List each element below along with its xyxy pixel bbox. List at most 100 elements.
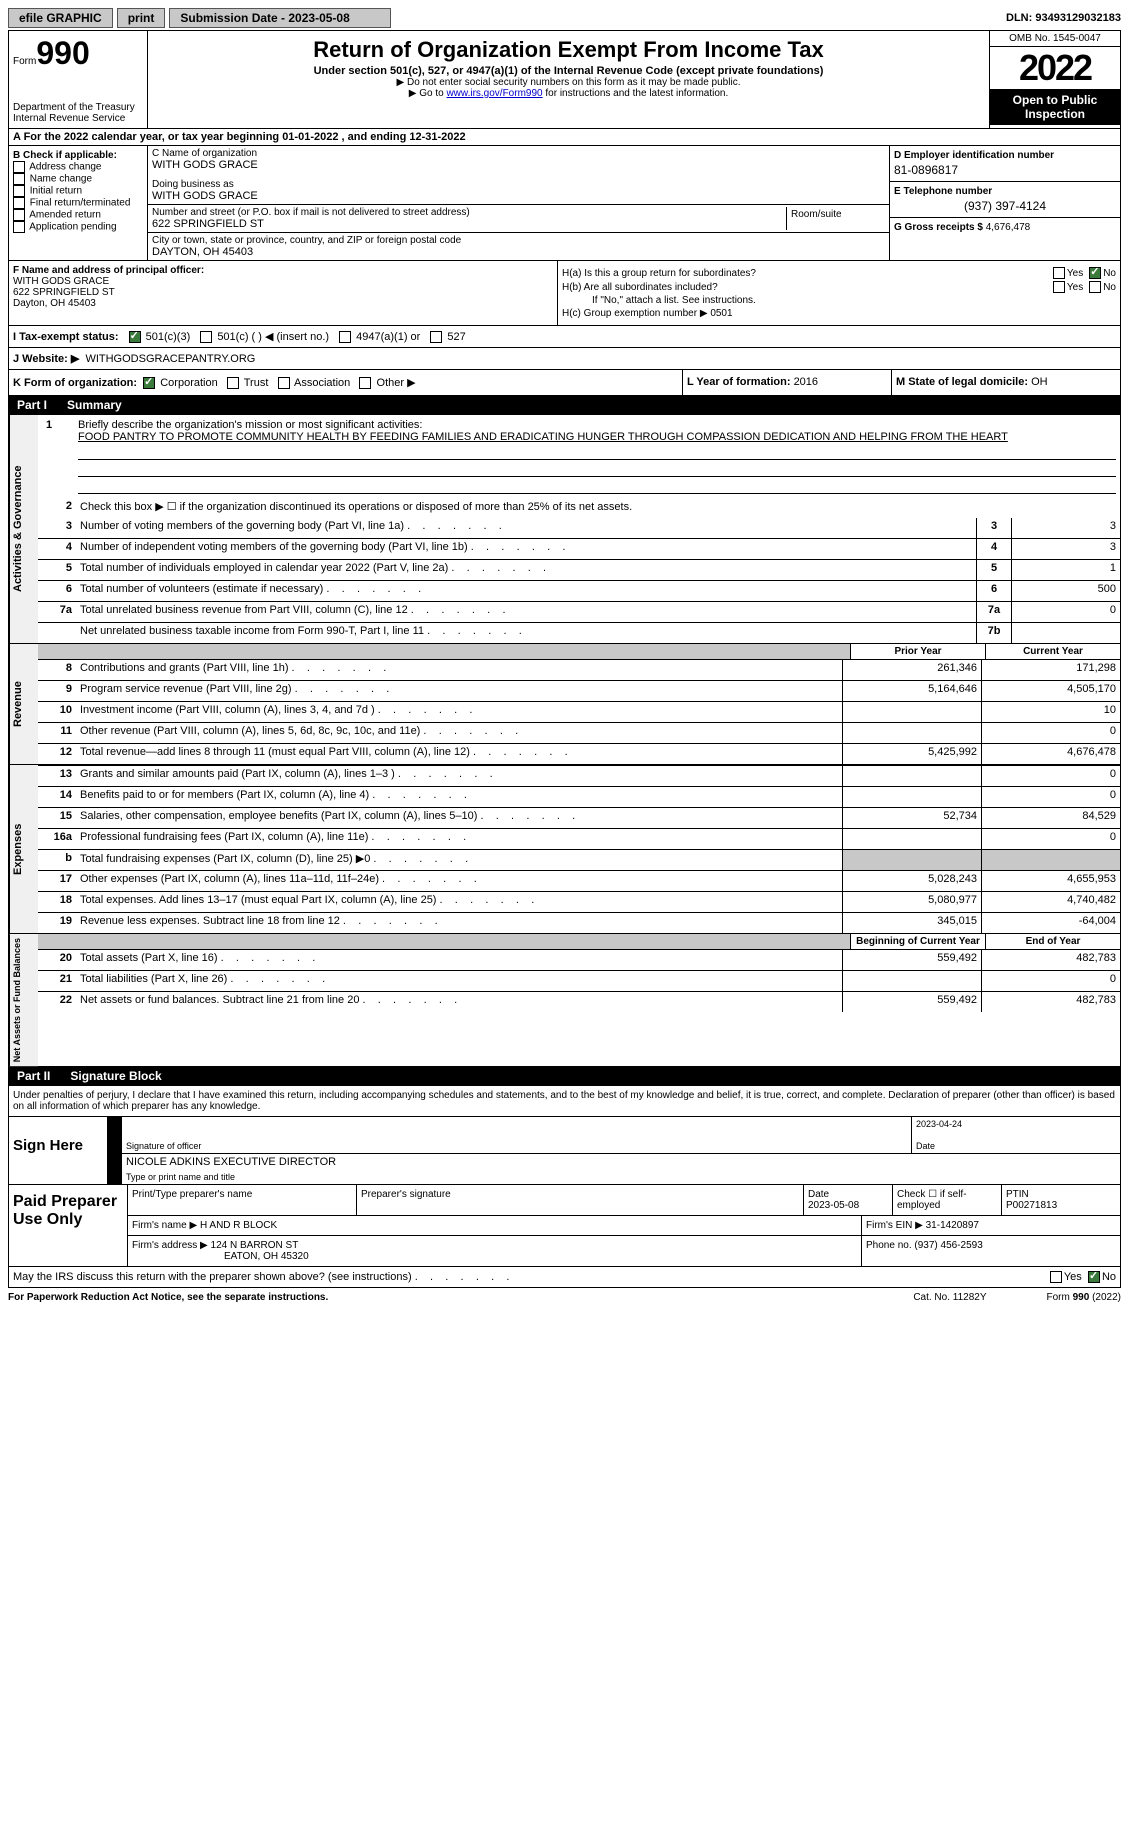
i-501c3[interactable]	[129, 331, 141, 343]
h-c-q: H(c) Group exemption number ▶	[562, 308, 708, 319]
prep-h3v: 2023-05-08	[808, 1200, 859, 1211]
irs-link[interactable]: www.irs.gov/Form990	[446, 88, 542, 99]
prep-h4: Check ☐ if self-employed	[893, 1185, 1002, 1215]
d-val: 81-0896817	[894, 163, 1116, 177]
gov-line: 3Number of voting members of the governi…	[38, 518, 1120, 538]
i-4947[interactable]	[339, 331, 351, 343]
print-btn[interactable]: print	[117, 8, 166, 28]
k-label: K Form of organization:	[13, 377, 137, 389]
k-corp[interactable]	[143, 377, 155, 389]
k-assoc[interactable]	[278, 377, 290, 389]
vert-activities: Activities & Governance	[9, 415, 38, 643]
data-line: bTotal fundraising expenses (Part IX, co…	[38, 849, 1120, 870]
hb-yes[interactable]	[1053, 281, 1065, 293]
ha-no[interactable]	[1089, 267, 1101, 279]
sig-right: Signature of officer 2023-04-24 Date NIC…	[108, 1117, 1120, 1184]
part1-label: Part I	[17, 398, 47, 412]
note2-post: for instructions and the latest informat…	[543, 88, 729, 99]
discuss-row: May the IRS discuss this return with the…	[9, 1266, 1120, 1287]
data-line: 18Total expenses. Add lines 13–17 (must …	[38, 891, 1120, 912]
ein-label: Firm's EIN ▶	[866, 1220, 923, 1231]
part2-title: Signature Block	[70, 1069, 161, 1083]
vert-net: Net Assets or Fund Balances	[9, 934, 38, 1066]
ha-yes[interactable]	[1053, 267, 1065, 279]
b-opt[interactable]	[13, 221, 25, 233]
vert-revenue: Revenue	[9, 644, 38, 764]
tax-year: 2022	[990, 47, 1120, 89]
addr-label: Firm's address ▶	[132, 1240, 208, 1251]
omb: OMB No. 1545-0047	[990, 31, 1120, 47]
yes-label2: Yes	[1067, 282, 1083, 293]
efile-btn[interactable]: efile GRAPHIC	[8, 8, 113, 28]
j-val: WITHGODSGRACEPANTRY.ORG	[85, 353, 255, 365]
sign-here: Sign Here	[9, 1117, 108, 1184]
i-o4: 527	[447, 331, 465, 343]
k-o3: Association	[294, 377, 350, 389]
form-header: Form990 Department of the Treasury Inter…	[9, 31, 1120, 129]
row-a: A For the 2022 calendar year, or tax yea…	[9, 129, 1120, 146]
hdr-bgn: Beginning of Current Year	[850, 934, 985, 949]
k-o1: Corporation	[160, 377, 217, 389]
data-line: 16aProfessional fundraising fees (Part I…	[38, 828, 1120, 849]
note2: ▶ Go to www.irs.gov/Form990 for instruct…	[154, 88, 983, 99]
data-line: 22Net assets or fund balances. Subtract …	[38, 991, 1120, 1012]
prep-l3: Firm's address ▶ 124 N BARRON ST EATON, …	[128, 1236, 1120, 1266]
net-section: Net Assets or Fund Balances Beginning of…	[9, 934, 1120, 1066]
i-o2: 501(c) ( ) ◀ (insert no.)	[217, 331, 329, 343]
b-opt[interactable]	[13, 173, 25, 185]
b-opt[interactable]	[13, 185, 25, 197]
b-opt[interactable]	[13, 161, 25, 173]
h-c: H(c) Group exemption number ▶ 0501	[562, 308, 1116, 319]
b-opt[interactable]	[13, 209, 25, 221]
line1-label: Briefly describe the organization's miss…	[78, 419, 422, 431]
form-subtitle: Under section 501(c), 527, or 4947(a)(1)…	[154, 65, 983, 77]
discuss-yes[interactable]	[1050, 1271, 1062, 1283]
data-line: 11Other revenue (Part VIII, column (A), …	[38, 722, 1120, 743]
row-a-text: A For the 2022 calendar year, or tax yea…	[13, 131, 466, 143]
form-number: 990	[36, 35, 89, 71]
h-a: H(a) Is this a group return for subordin…	[562, 267, 1116, 279]
arrow-icon	[108, 1154, 122, 1184]
part2-label: Part II	[17, 1069, 50, 1083]
row-fh: F Name and address of principal officer:…	[9, 260, 1120, 325]
b-opt[interactable]	[13, 197, 25, 209]
hb-no[interactable]	[1089, 281, 1101, 293]
prep-h1: Print/Type preparer's name	[128, 1185, 357, 1215]
k-other[interactable]	[359, 377, 371, 389]
k-trust[interactable]	[227, 377, 239, 389]
line2-text: Check this box ▶ ☐ if the organization d…	[76, 498, 1120, 518]
line2-num: 2	[38, 498, 76, 518]
col-f: F Name and address of principal officer:…	[9, 261, 558, 325]
ein-val: 31-1420897	[926, 1220, 979, 1231]
form-title: Return of Organization Exempt From Incom…	[154, 37, 983, 63]
part2-header: Part II Signature Block	[9, 1066, 1120, 1086]
f-l3: Dayton, OH 45403	[13, 298, 553, 309]
i-527[interactable]	[430, 331, 442, 343]
expenses-section: Expenses 13Grants and similar amounts pa…	[9, 765, 1120, 934]
e-label: E Telephone number	[894, 186, 1116, 197]
activities-section: Activities & Governance 1 Briefly descri…	[9, 415, 1120, 644]
h-b-note: If "No," attach a list. See instructions…	[562, 295, 1116, 306]
i-o1: 501(c)(3)	[146, 331, 191, 343]
i-501c[interactable]	[200, 331, 212, 343]
m-val: OH	[1031, 376, 1048, 388]
no-label2: No	[1103, 282, 1116, 293]
data-line: 21Total liabilities (Part X, line 26)0	[38, 970, 1120, 991]
data-line: 8Contributions and grants (Part VIII, li…	[38, 659, 1120, 680]
discuss-no[interactable]	[1088, 1271, 1100, 1283]
f-l1: WITH GODS GRACE	[13, 276, 553, 287]
data-line: 19Revenue less expenses. Subtract line 1…	[38, 912, 1120, 933]
gov-line: 5Total number of individuals employed in…	[38, 559, 1120, 580]
sig-officer-label: Signature of officer	[126, 1141, 907, 1151]
c-name-val: WITH GODS GRACE	[152, 159, 885, 171]
e-phone: E Telephone number (937) 397-4124	[890, 182, 1120, 218]
l-label: L Year of formation:	[687, 376, 794, 388]
sig-date-label: Date	[916, 1141, 1116, 1151]
prep-right: Print/Type preparer's name Preparer's si…	[128, 1185, 1120, 1266]
j-label: J Website: ▶	[13, 353, 79, 365]
part1-header: Part I Summary	[9, 395, 1120, 415]
header-left: Form990 Department of the Treasury Inter…	[9, 31, 148, 128]
line1: 1 Briefly describe the organization's mi…	[38, 415, 1120, 498]
sign-here-row: Sign Here Signature of officer 2023-04-2…	[9, 1116, 1120, 1184]
row-l: L Year of formation: 2016	[683, 370, 892, 395]
